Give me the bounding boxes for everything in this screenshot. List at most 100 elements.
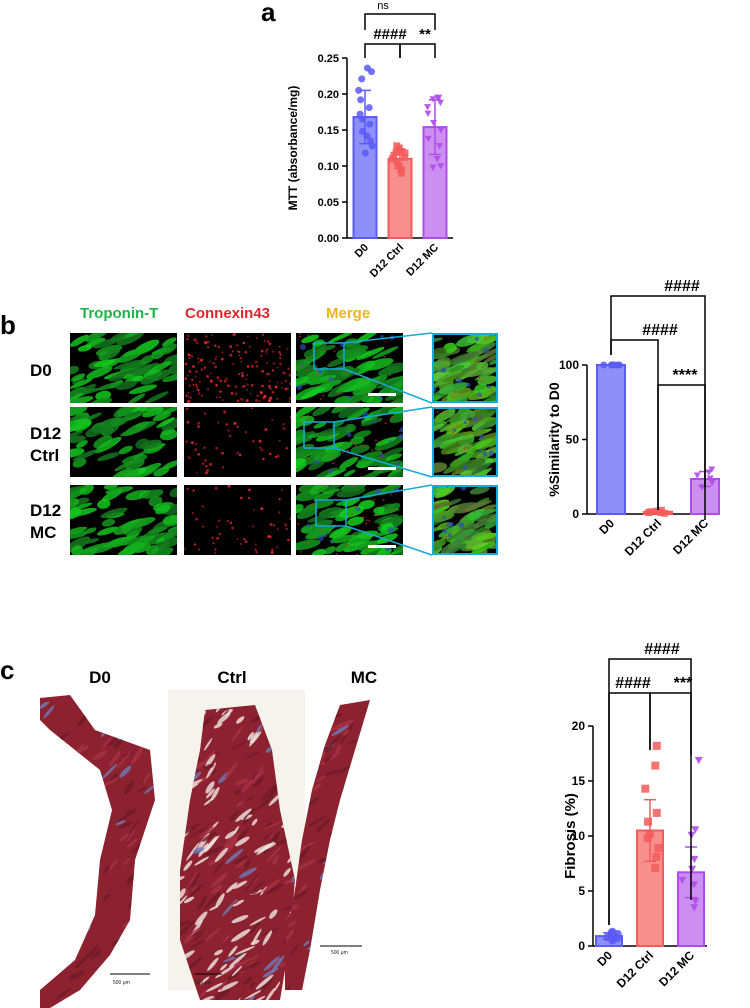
data-point bbox=[435, 94, 443, 102]
significance-bracket bbox=[399, 43, 436, 58]
y-tick-label: 0 bbox=[572, 507, 579, 521]
y-tick-label: 20 bbox=[572, 719, 586, 733]
y-tick-label: 0.20 bbox=[318, 89, 339, 101]
significance-bracket bbox=[364, 43, 401, 58]
data-point bbox=[600, 361, 608, 369]
data-point bbox=[608, 936, 617, 945]
chart-a-mtt: 0.00 0.05 0.10 0.15 0.20 0.25 MTT (absorbance/… bbox=[286, 0, 453, 280]
zoom-inset-border bbox=[432, 407, 498, 477]
scale-bar bbox=[368, 545, 396, 548]
micrograph-row0-merge bbox=[296, 333, 403, 403]
micrograph-row2-connexin bbox=[184, 485, 291, 555]
scale-bar bbox=[368, 467, 396, 470]
data-point bbox=[429, 96, 437, 103]
data-point bbox=[366, 120, 374, 128]
data-point bbox=[608, 361, 616, 369]
histology-sections bbox=[40, 690, 370, 1008]
data-point bbox=[651, 863, 660, 872]
y-tick-label: 0.10 bbox=[318, 161, 339, 173]
section-label-mc: MC bbox=[350, 668, 378, 687]
data-point bbox=[433, 156, 441, 163]
x-tick-label: D0 bbox=[353, 242, 371, 260]
data-point bbox=[436, 99, 444, 107]
data-point bbox=[644, 817, 653, 826]
y-tick-label: 0.05 bbox=[318, 197, 339, 209]
data-point bbox=[390, 151, 398, 159]
x-tick-label: D12 MC bbox=[656, 948, 697, 989]
data-point bbox=[643, 834, 652, 843]
x-tick-label: D12 Ctrl bbox=[614, 948, 656, 990]
y-axis-label: MTT (absorbance/mg) bbox=[286, 86, 300, 211]
scale-bar-label-d0: 500 μm bbox=[113, 980, 130, 986]
data-point bbox=[355, 86, 363, 94]
bar bbox=[596, 364, 626, 515]
data-point bbox=[437, 163, 445, 170]
data-point bbox=[651, 761, 660, 770]
micrograph-row1-connexin bbox=[184, 407, 291, 477]
stain-label-merge: Merge bbox=[326, 305, 371, 322]
data-point bbox=[401, 153, 409, 161]
significance-bracket bbox=[364, 13, 436, 30]
data-point bbox=[424, 110, 432, 117]
data-point bbox=[641, 784, 650, 793]
significance-bracket bbox=[657, 384, 706, 510]
significance-label: ** bbox=[419, 26, 431, 43]
data-point bbox=[437, 127, 445, 134]
tissue-section-d0 bbox=[40, 695, 155, 1008]
data-point bbox=[656, 509, 664, 517]
data-point bbox=[368, 68, 376, 76]
x-tick-label: D12 Ctrl bbox=[368, 242, 406, 280]
x-tick-label: D0 bbox=[594, 948, 615, 969]
micrograph-row2-zoom bbox=[432, 485, 498, 555]
data-point bbox=[397, 166, 405, 174]
data-point bbox=[706, 475, 714, 482]
data-point bbox=[690, 881, 699, 889]
y-tick-label: 10 bbox=[572, 829, 586, 843]
data-point bbox=[661, 509, 669, 517]
data-point bbox=[430, 120, 438, 127]
data-point bbox=[652, 852, 661, 861]
data-point bbox=[358, 75, 366, 83]
row-label-d12-ctrl: D12 Ctrl bbox=[30, 424, 62, 465]
data-point bbox=[401, 149, 409, 157]
data-point bbox=[694, 756, 703, 765]
x-tick-label: D0 bbox=[596, 516, 617, 537]
data-point bbox=[705, 469, 713, 476]
data-point bbox=[654, 844, 663, 853]
panel-label-b: b bbox=[0, 310, 16, 340]
data-point bbox=[398, 169, 406, 177]
stain-label-connexin: Connexin43 bbox=[185, 305, 271, 322]
data-point bbox=[690, 904, 699, 912]
micrograph-row1-merge bbox=[296, 407, 403, 477]
y-tick-label: 0.15 bbox=[318, 125, 339, 137]
x-tick-label: D12 MC bbox=[670, 516, 711, 557]
data-point bbox=[690, 855, 699, 864]
data-point bbox=[424, 104, 432, 111]
data-point bbox=[397, 148, 405, 156]
scale-bar-label-ctrl: 500 μm bbox=[195, 980, 212, 986]
data-point bbox=[645, 829, 654, 838]
zoom-region-box bbox=[303, 421, 335, 449]
section-label-ctrl: Ctrl bbox=[217, 668, 247, 687]
y-tick-label: 5 bbox=[578, 884, 585, 898]
zoom-region-box bbox=[315, 499, 347, 527]
micrograph-row0-troponin bbox=[70, 333, 177, 403]
significance-label: #### bbox=[664, 278, 700, 295]
stain-label-troponin: Troponin-T bbox=[80, 305, 159, 322]
data-point bbox=[393, 158, 401, 166]
significance-label: #### bbox=[644, 641, 680, 658]
data-point bbox=[368, 142, 376, 150]
y-tick-label: 50 bbox=[566, 433, 580, 447]
zoom-region-box bbox=[313, 342, 345, 370]
micrograph-row1-zoom bbox=[432, 407, 498, 477]
data-point bbox=[698, 484, 706, 491]
y-axis-label: %Similarity to D0 bbox=[546, 382, 562, 497]
significance-label: #### bbox=[373, 26, 407, 43]
data-point bbox=[424, 135, 432, 143]
x-tick-label: D12 Ctrl bbox=[622, 516, 664, 558]
chart-b-similarity: 0 50 100 %Similarity to D0 D0 D12 Ctrl D12 MC #… bbox=[546, 278, 720, 559]
micrograph-row2-troponin bbox=[70, 485, 177, 555]
micrograph-row1-troponin bbox=[70, 407, 177, 477]
data-point bbox=[678, 876, 687, 884]
scale-bar bbox=[368, 393, 396, 396]
